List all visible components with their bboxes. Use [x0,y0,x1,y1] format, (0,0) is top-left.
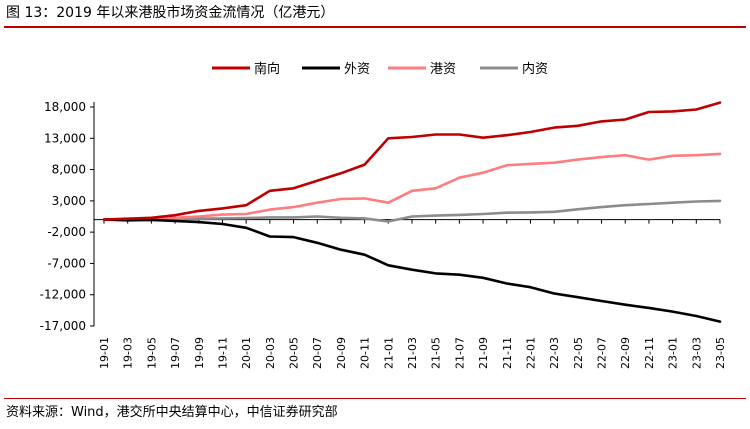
x-tick-label: 22-05 [572,337,585,369]
y-tick-label: 8,000 [52,163,86,177]
x-tick-label: 22-09 [619,337,632,369]
y-tick-label: -2,000 [47,225,86,239]
series-lines [102,101,722,323]
x-tick-label: 23-05 [714,337,727,369]
x-tick-label: 19-05 [145,337,158,369]
x-tick-label: 19-09 [193,337,206,369]
series-line-3 [102,152,722,221]
x-tick-label: 21-03 [406,337,419,369]
series-line-4 [102,199,722,223]
x-axis-tick-labels: 19-01 19-03 19-05 19-07 19-09 19-11 20-01 20-03… [98,337,727,369]
x-tick-label: 20-11 [359,337,372,369]
x-tick-label: 20-07 [311,337,324,369]
legend-label: 港资 [430,62,456,77]
y-tick-label: -12,000 [40,288,86,302]
y-tick-label: 13,000 [44,131,86,145]
series-line-2 [102,218,722,323]
x-tick-label: 21-05 [430,337,443,369]
y-tick-label: -7,000 [47,256,86,270]
x-tick-label: 21-07 [453,337,466,369]
legend-label: 内资 [522,61,548,77]
x-tick-label: 19-01 [98,337,111,369]
source-divider [4,398,746,399]
chart-legend: 南向 外资 港资 内资 [212,61,548,77]
x-tick-label: 19-07 [169,337,182,369]
x-tick-label: 20-03 [264,337,277,369]
x-tick-label: 22-01 [524,337,537,369]
x-tick-label: 22-11 [643,337,656,369]
legend-label: 南向 [254,61,280,77]
legend-label: 外资 [344,62,370,77]
x-tick-label: 20-05 [288,337,301,369]
y-tick-label: 18,000 [44,100,86,114]
x-tick-label: 23-03 [690,337,703,369]
y-tick-label: 3,000 [52,194,86,208]
x-tick-label: 23-01 [667,337,680,369]
x-tick-label: 21-11 [501,337,514,369]
x-tick-label: 19-03 [122,337,135,369]
x-tick-label: 21-09 [477,337,490,369]
y-tick-label: -17,000 [40,319,86,333]
figure-title: 图 13：2019 年以来港股市场资金流情况（亿港元） [6,5,335,21]
series-line-1 [102,101,722,221]
y-axis-tick-labels: -17,000 -12,000 -7,000 -2,000 3,000 8,000 13,0… [40,100,86,333]
x-tick-label: 20-01 [240,337,253,369]
x-tick-label: 22-03 [548,337,561,369]
x-tick-label: 19-11 [216,337,229,369]
x-tick-label: 22-07 [596,337,609,369]
source-note: 资料来源：Wind，港交所中央结算中心，中信证券研究部 [6,405,338,420]
x-tick-label: 21-01 [382,337,395,369]
x-tick-label: 20-09 [335,337,348,369]
title-divider [4,26,746,28]
